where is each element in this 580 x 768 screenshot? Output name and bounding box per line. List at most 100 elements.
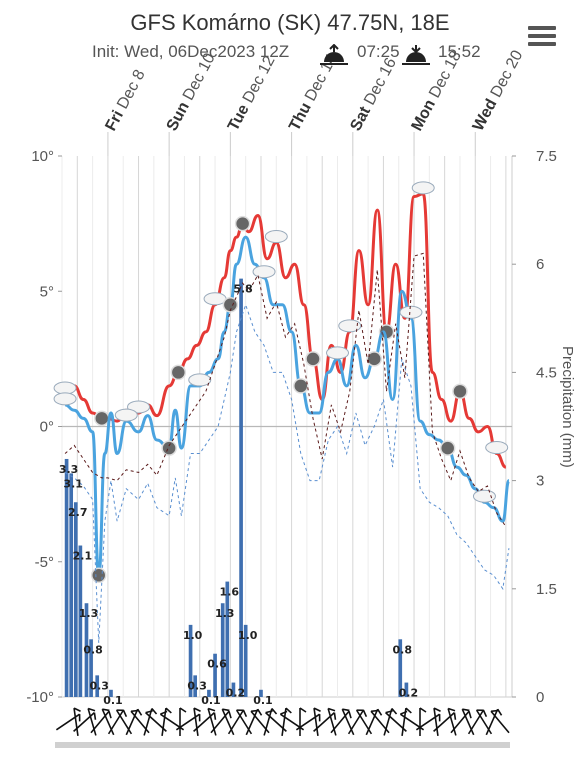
wind-barb [90, 710, 112, 734]
wind-barb-flag [362, 709, 368, 718]
wind-barb-shaft [235, 709, 253, 735]
precip-value-label: 0.1 [201, 694, 221, 707]
wind-barb [299, 707, 307, 736]
wind-barb-flag [193, 707, 201, 712]
precip-value-label: 1.3 [79, 607, 99, 620]
sunset-time: 15:52 [438, 42, 481, 61]
wind-barb [101, 708, 115, 736]
wind-barb-flag [165, 707, 172, 714]
hamburger-menu-icon[interactable] [528, 26, 556, 50]
precip-bar [89, 639, 93, 697]
wind-barb-shaft [450, 710, 470, 734]
day-label: Tue Dec 12 [225, 53, 279, 134]
wind-barb-shaft [263, 708, 273, 736]
moon-icon [293, 378, 309, 394]
moon-icon [366, 351, 382, 367]
precip-value-label: 0.3 [89, 679, 109, 692]
wind-barb [485, 708, 503, 736]
cloud-icon [53, 392, 77, 406]
cloud-icon [338, 319, 362, 333]
temp-tick-label: 0° [40, 419, 54, 436]
wind-barb [227, 709, 248, 735]
precip-value-label: 3.3 [59, 463, 79, 476]
wind-barb [221, 708, 235, 736]
cloud-icon [399, 305, 423, 319]
moon-icon [94, 410, 110, 427]
wind-barb-shaft [221, 708, 235, 736]
wind-barb [467, 709, 488, 735]
wind-barb [447, 707, 457, 736]
wind-barb-shaft [115, 709, 133, 735]
precip-bar [73, 502, 78, 697]
precip-axis-label: Precipitation (mm) [559, 346, 576, 468]
moon-icon [161, 440, 177, 456]
wind-barb-flag [78, 714, 81, 722]
wind-barb-shaft [347, 709, 365, 735]
wind-barb [490, 709, 510, 734]
wind-barb-shaft [107, 709, 125, 735]
wind-barb-flag [236, 709, 244, 712]
wind-barb-flag [73, 707, 81, 712]
wind-barb-flag [87, 707, 96, 712]
sunrise-icon [318, 43, 350, 71]
wind-barb-flag [285, 707, 292, 714]
moon-icon [222, 297, 239, 313]
wind-barb [327, 707, 337, 736]
wind-barb-shaft [245, 708, 259, 736]
wind-barb [383, 708, 398, 736]
moon-icon [305, 351, 321, 367]
wind-barb [210, 710, 232, 734]
wind-barb [419, 707, 427, 736]
precip-bar [239, 278, 243, 697]
wind-barb [179, 707, 187, 736]
cloud-icon [53, 381, 77, 395]
precip-bar [78, 545, 83, 697]
wind-barb-flag [377, 708, 383, 716]
precip-value-label: 0.8 [83, 643, 103, 656]
wind-barb-flag [391, 708, 398, 715]
precip-value-label: 0.2 [399, 687, 419, 700]
wind-barb-shaft [227, 709, 245, 735]
wind-barb [73, 707, 81, 736]
wind-barb-flag [385, 710, 393, 714]
wind-barb-flag [108, 711, 112, 719]
wind-barb-flag [370, 709, 379, 713]
wind-barb-flag [93, 712, 97, 720]
day-label: Sun Dec 10 [164, 50, 219, 133]
temp-tick-label: 10° [31, 148, 54, 165]
wind-barb-flag [438, 714, 441, 722]
wind-barb-flag [453, 712, 457, 720]
cloud-icon [252, 265, 276, 279]
moon-icon [90, 567, 107, 584]
wind-barb [143, 708, 158, 736]
wind-barb [347, 709, 368, 735]
precip-bar [109, 689, 113, 697]
precip-value-label: 1.3 [215, 607, 235, 620]
cloud-icon [411, 181, 435, 195]
wind-barbs-row [55, 707, 510, 748]
wind-barb-shaft [87, 708, 97, 736]
data-labels: 3.33.12.72.11.30.80.30.11.00.30.10.61.31… [59, 283, 418, 707]
wind-barb-shaft [485, 708, 499, 736]
wind-barb-flag [265, 710, 273, 714]
cloud-icon [264, 230, 288, 244]
wind-barb-flag [405, 707, 412, 714]
wind-barb-shaft [101, 708, 115, 736]
temp-tick-label: -10° [26, 689, 54, 706]
cloud-icon [326, 346, 350, 360]
moon-icon [452, 383, 468, 400]
wind-barb-shaft [447, 708, 457, 736]
wind-barb-flag [228, 711, 232, 719]
wind-barb-flag [462, 708, 470, 712]
precip-value-label: 0.8 [393, 643, 413, 656]
wind-barb [433, 707, 441, 736]
wind-barb-shaft [73, 708, 79, 736]
wind-barb-flag [160, 710, 168, 715]
precip-tick-label: 7.5 [536, 148, 557, 165]
wind-barb-shaft [327, 708, 337, 736]
wind-barb-flag [327, 707, 336, 712]
wind-barb-flag [497, 708, 503, 716]
wind-barb-flag [257, 708, 263, 716]
precip-bar [213, 653, 217, 697]
wind-barb-shaft [313, 708, 319, 736]
